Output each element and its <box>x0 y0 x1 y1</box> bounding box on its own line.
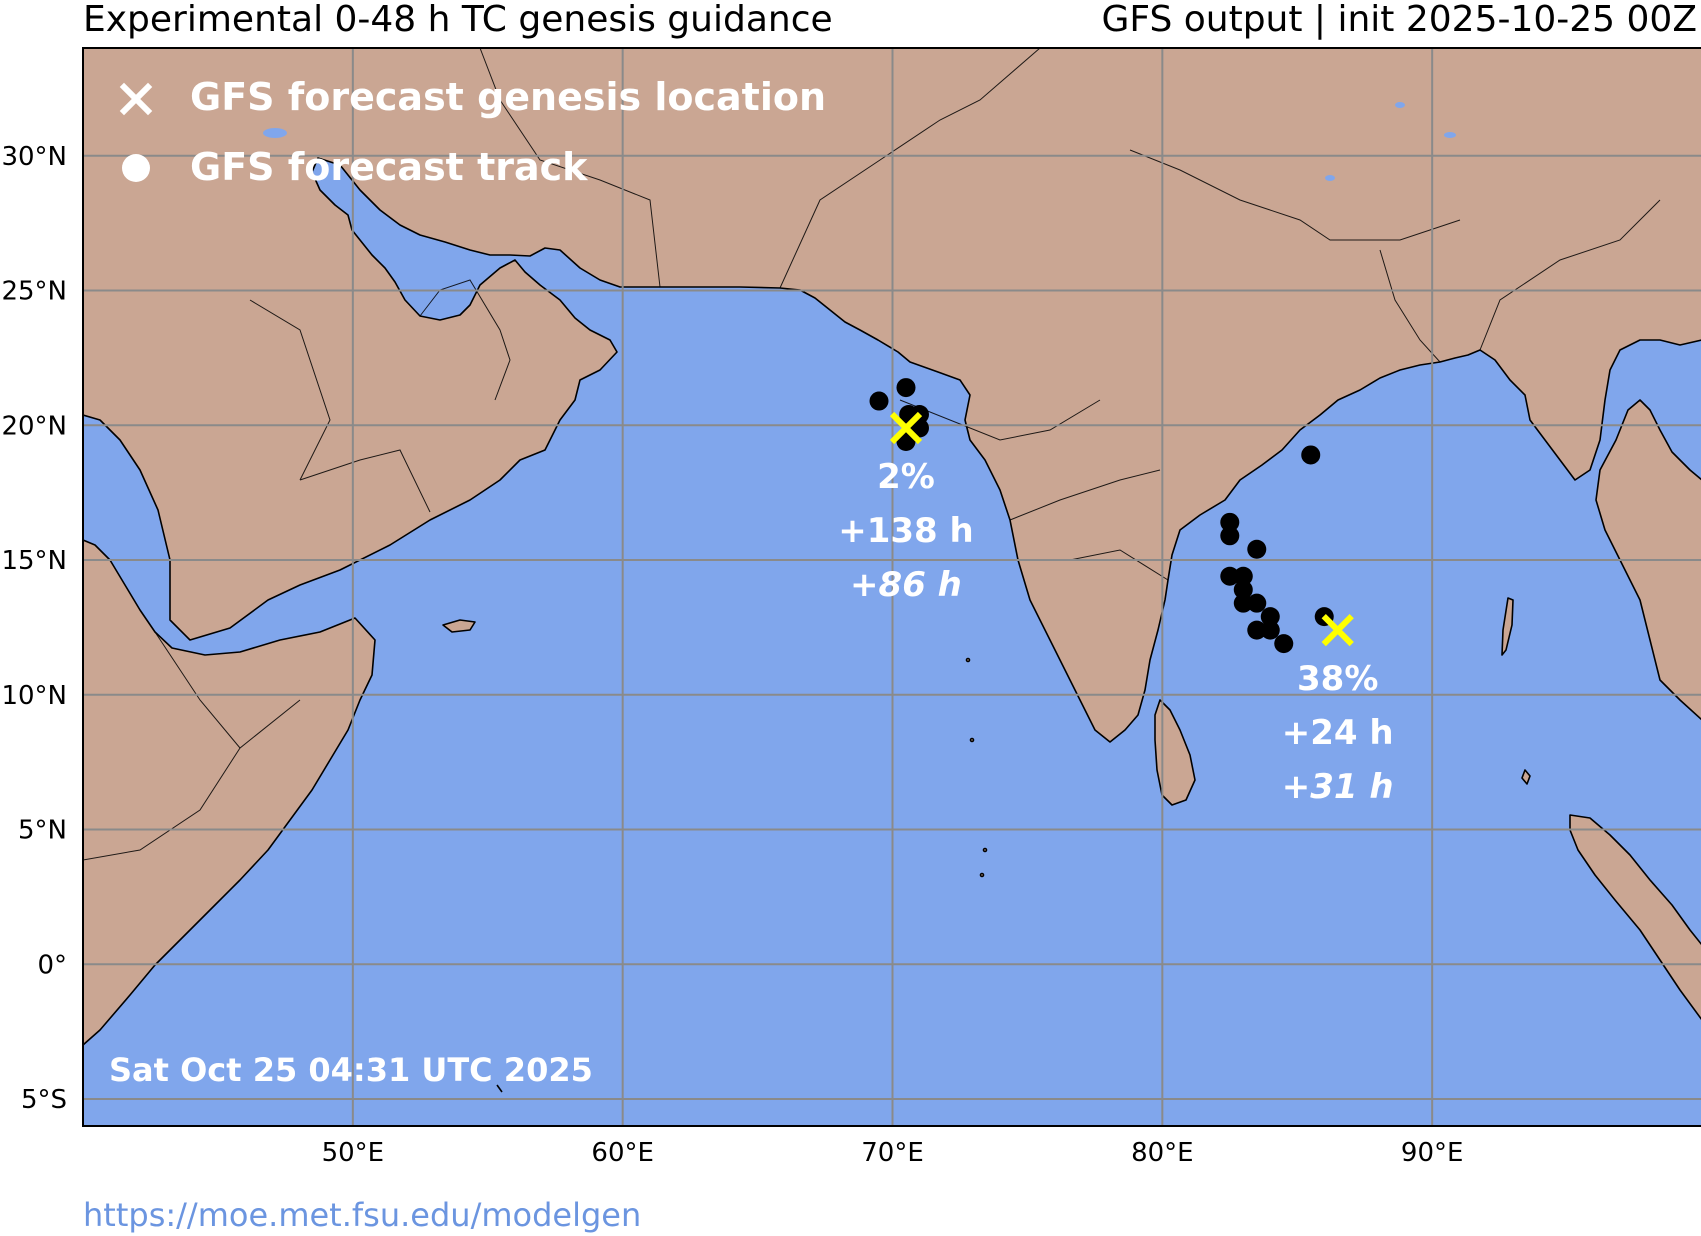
country-border <box>1009 469 1161 521</box>
island-dot <box>982 847 988 853</box>
legend-label-track: GFS forecast track <box>190 145 588 189</box>
lat-tick-label: 25°N <box>1 277 67 307</box>
country-border <box>419 279 511 401</box>
genesis-probability: 2% <box>877 457 935 497</box>
track-point <box>1233 593 1253 613</box>
track-point <box>1247 620 1267 640</box>
island-dot <box>965 657 971 663</box>
legend-label-genesis: GFS forecast genesis location <box>190 75 826 119</box>
run-timestamp: Sat Oct 25 04:31 UTC 2025 <box>109 1051 593 1089</box>
track-point <box>1301 445 1321 465</box>
lon-tick-labels: 50°E 60°E 70°E 80°E 90°E <box>322 1138 1464 1168</box>
track-point <box>1233 566 1253 586</box>
track-point <box>1220 512 1240 532</box>
lat-tick-labels: 30°N 25°N 20°N 15°N 10°N 5°N 0° 5°S <box>1 142 67 1115</box>
country-border <box>1479 199 1661 351</box>
island-socotra <box>442 619 476 633</box>
lat-tick-label: 0° <box>37 950 67 980</box>
track-point <box>1247 593 1267 613</box>
genesis-x-icon <box>1321 613 1354 647</box>
country-border <box>479 48 661 288</box>
island-dot <box>979 872 985 878</box>
country-border <box>249 299 331 481</box>
lat-tick-label: 20°N <box>1 411 67 441</box>
model-init-info: GFS output | init 2025-10-25 00Z <box>1101 0 1697 40</box>
legend: GFS forecast genesis location GFS foreca… <box>119 75 826 189</box>
dot-marker-icon <box>122 154 150 182</box>
track-point <box>1274 634 1294 654</box>
lake <box>1325 175 1335 181</box>
genesis-x-icon <box>889 411 923 445</box>
country-border <box>154 631 301 749</box>
page-title: Experimental 0-48 h TC genesis guidance <box>83 0 833 40</box>
graticule <box>83 48 1701 1126</box>
genesis-duration: +86 h <box>850 565 962 605</box>
track-point <box>1220 526 1240 546</box>
track-point <box>1233 580 1253 600</box>
landmass-africa <box>83 539 376 1046</box>
lake <box>1395 102 1405 108</box>
genesis-lead-time: +138 h <box>838 511 974 551</box>
lat-tick-label: 10°N <box>1 681 67 711</box>
lon-tick-label: 70°E <box>861 1138 924 1168</box>
track-point <box>1220 566 1240 586</box>
lake <box>1444 132 1456 138</box>
genesis-lead-time: +24 h <box>1282 713 1394 753</box>
lon-tick-label: 90°E <box>1401 1138 1464 1168</box>
landmass-sumatra <box>1569 814 1701 1020</box>
island-andaman <box>1501 597 1514 656</box>
x-marker-icon <box>119 82 153 116</box>
track-point <box>1260 607 1280 627</box>
genesis-probability: 38% <box>1297 659 1378 699</box>
lat-tick-label: 15°N <box>1 546 67 576</box>
forecast-systems: 2% +138 h +86 h 38% +24 h +31 h <box>838 378 1394 807</box>
lon-tick-label: 50°E <box>322 1138 385 1168</box>
plot-frame <box>82 47 1701 1127</box>
source-link[interactable]: https://moe.met.fsu.edu/modelgen <box>83 1196 642 1234</box>
lake <box>263 128 287 138</box>
track-point <box>1247 539 1267 559</box>
forecast-system: 38% +24 h +31 h <box>1220 445 1394 807</box>
forecast-system: 2% +138 h +86 h <box>838 378 974 605</box>
country-border <box>299 449 431 513</box>
island-sri-lanka <box>1154 699 1196 806</box>
country-border <box>899 399 1101 441</box>
lat-tick-label: 5°S <box>21 1085 67 1115</box>
track-point <box>896 378 916 398</box>
country-border <box>779 48 1041 289</box>
track-point <box>869 391 889 411</box>
genesis-duration: +31 h <box>1282 767 1394 807</box>
lon-tick-label: 60°E <box>591 1138 654 1168</box>
lat-tick-label: 30°N <box>1 142 67 172</box>
island-dot <box>969 737 975 743</box>
lat-tick-label: 5°N <box>18 816 67 846</box>
track-point <box>1260 620 1280 640</box>
country-border <box>1129 149 1461 241</box>
country-border <box>1379 249 1441 363</box>
island-nicobar <box>1521 769 1531 785</box>
island-dot <box>496 1084 503 1093</box>
lon-tick-label: 80°E <box>1131 1138 1194 1168</box>
